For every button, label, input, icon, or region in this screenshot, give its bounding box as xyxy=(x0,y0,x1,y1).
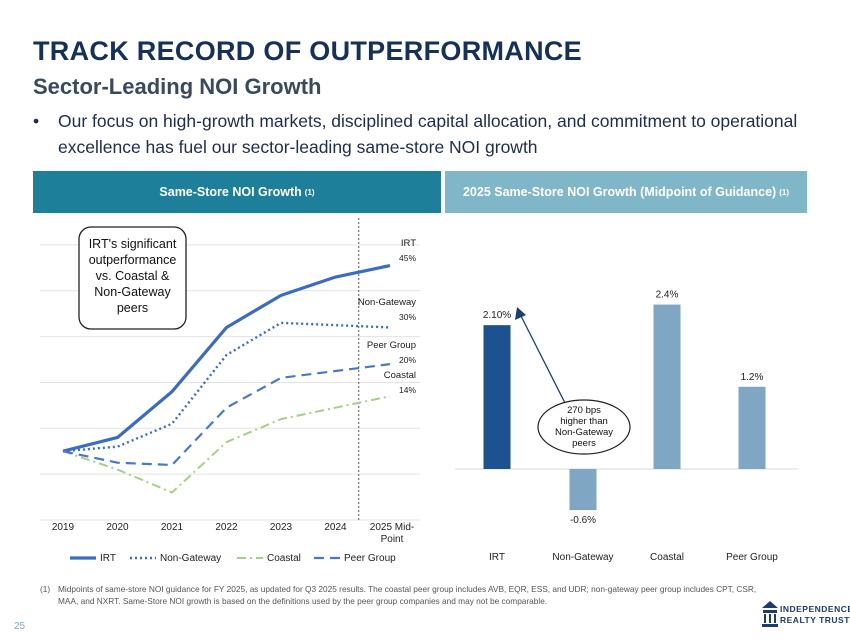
page-subtitle: Sector-Leading NOI Growth xyxy=(33,74,322,99)
bar-chart-title: 2025 Same-Store NOI Growth (Midpoint of … xyxy=(462,185,777,199)
logo-line2: REALTY TRUST xyxy=(780,615,850,625)
series-end-name: Peer Group xyxy=(367,340,416,351)
bar-category-label: Peer Group xyxy=(726,552,778,563)
page-number: 25 xyxy=(14,621,26,632)
footnote-ref-right: (1) xyxy=(779,187,789,197)
series-end-name: Coastal xyxy=(384,370,416,381)
line-chart-header: Same-Store NOI Growth (1) xyxy=(33,171,441,213)
x-tick-label: 2025 Mid- xyxy=(370,522,414,533)
legend-label: IRT xyxy=(100,553,116,564)
bar-value-label: 1.2% xyxy=(741,372,764,383)
series-end-value: 30% xyxy=(399,312,416,322)
callout-box xyxy=(78,226,187,330)
series-end-value: 45% xyxy=(399,253,416,263)
bar-value-label: 2.4% xyxy=(656,290,679,301)
series-end-name: Non-Gateway xyxy=(358,297,416,308)
bar xyxy=(483,325,511,469)
bullet-icon: • xyxy=(33,111,40,131)
bar-value-label: -0.6% xyxy=(570,515,596,526)
callout-arrowhead xyxy=(515,307,526,320)
series-line-irt xyxy=(62,263,391,453)
x-tick-label: 2021 xyxy=(161,522,184,533)
callout-arrow xyxy=(519,313,567,406)
callout-text: IRT's significant xyxy=(89,237,177,251)
callout-text: outperformance xyxy=(89,253,177,267)
x-tick-label: Point xyxy=(381,534,404,545)
x-tick-label: 2023 xyxy=(270,522,293,533)
bar-category-label: Non-Gateway xyxy=(552,552,613,563)
bubble-text: higher than xyxy=(560,416,608,427)
callout-text: peers xyxy=(117,301,148,315)
callout-text: vs. Coastal & xyxy=(96,269,170,283)
x-tick-label: 2019 xyxy=(52,522,75,533)
company-logo: INDEPENDENCE REALTY TRUST xyxy=(762,597,850,631)
bubble-text: Non-Gateway xyxy=(555,427,613,438)
bar xyxy=(569,469,597,511)
bubble-text: 270 bps xyxy=(567,405,601,416)
line-chart-title: Same-Store NOI Growth xyxy=(159,185,302,199)
footnote-mark: (1) xyxy=(40,584,51,594)
legend-label: Peer Group xyxy=(344,553,396,564)
x-tick-label: 2022 xyxy=(215,522,238,533)
bullet-text: Our focus on high-growth markets, discip… xyxy=(58,111,798,157)
page-title: TRACK RECORD OF OUTPERFORMANCE xyxy=(33,36,582,66)
series-line-coastal xyxy=(62,395,391,494)
bar-chart-header: 2025 Same-Store NOI Growth (Midpoint of … xyxy=(445,171,807,213)
bar xyxy=(738,386,766,469)
bar xyxy=(653,304,681,469)
bar-category-label: IRT xyxy=(489,552,505,563)
x-tick-label: 2024 xyxy=(324,522,347,533)
bar-category-label: Coastal xyxy=(650,552,684,563)
x-tick-label: 2020 xyxy=(106,522,129,533)
callout-text: Non-Gateway xyxy=(94,285,171,299)
legend-label: Coastal xyxy=(267,553,301,564)
logo-mark-icon xyxy=(762,601,778,627)
series-line-non-gateway xyxy=(62,321,391,453)
series-end-value: 14% xyxy=(399,385,416,395)
series-end-name: IRT xyxy=(401,238,416,249)
bar-value-label: 2.10% xyxy=(483,310,511,321)
footnote-ref-left: (1) xyxy=(304,187,315,197)
callout-bubble xyxy=(537,399,631,455)
series-end-value: 20% xyxy=(399,355,416,365)
legend-label: Non-Gateway xyxy=(160,553,221,564)
footnote-text: Midpoints of same-store NOI guidance for… xyxy=(58,584,757,606)
bubble-text: peers xyxy=(572,438,596,449)
logo-line1: INDEPENDENCE xyxy=(780,604,850,614)
series-line-peer-group xyxy=(62,363,391,467)
